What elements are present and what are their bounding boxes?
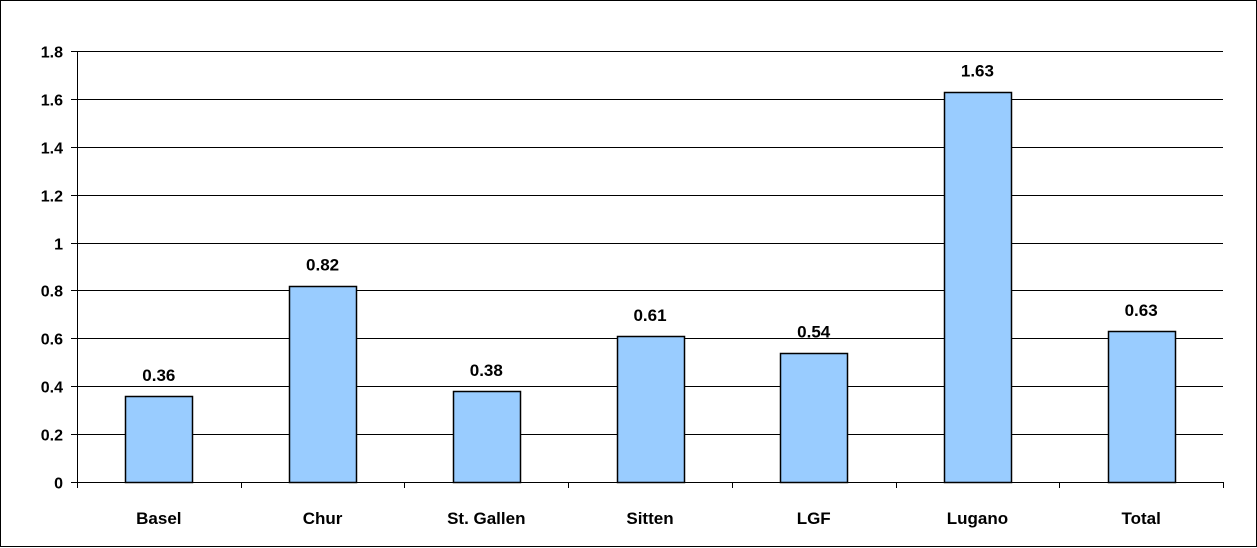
bar	[779, 352, 849, 484]
y-tick-label: 1.6	[41, 93, 63, 110]
x-category-label: Chur	[303, 509, 343, 528]
y-tick-label: 1	[54, 237, 63, 254]
x-category-label: St. Gallen	[447, 509, 525, 528]
x-category-label: Sitten	[626, 509, 673, 528]
data-label: 0.61	[633, 306, 666, 325]
bar	[288, 285, 358, 484]
y-tick-label: 0	[54, 476, 63, 493]
data-label: 0.36	[142, 366, 175, 385]
data-label: 0.54	[797, 323, 831, 342]
x-category-label: Total	[1121, 509, 1160, 528]
data-label: 0.82	[306, 256, 339, 275]
x-category-label: LGF	[797, 509, 831, 528]
data-label: 0.38	[470, 361, 503, 380]
axes: 0 0.2 0.4 0.6 0.8 1 1.2 1.4 1.6 1.8	[41, 45, 1224, 493]
y-tick-label: 1.8	[41, 45, 63, 62]
data-label: 1.63	[961, 62, 994, 81]
y-tick-label: 1.4	[41, 141, 63, 158]
y-tick-label: 1.2	[41, 189, 63, 206]
x-category-label: Basel	[136, 509, 181, 528]
bar	[943, 91, 1013, 484]
bar	[1107, 330, 1177, 484]
gridlines	[77, 51, 1223, 435]
y-tick-label: 0.4	[41, 380, 63, 397]
bars	[124, 91, 1177, 484]
y-tick-label: 0.8	[41, 284, 63, 301]
bar	[616, 335, 686, 484]
x-category-label: Lugano	[947, 509, 1008, 528]
data-label: 0.63	[1125, 301, 1158, 320]
bar	[452, 390, 522, 484]
bar	[124, 395, 194, 484]
y-tick-label: 0.2	[41, 428, 63, 445]
labels: 0.36 Basel 0.82 Chur 0.38 St. Gallen 0.61 Sitte…	[136, 62, 1161, 528]
y-tick-label: 0.6	[41, 332, 63, 349]
